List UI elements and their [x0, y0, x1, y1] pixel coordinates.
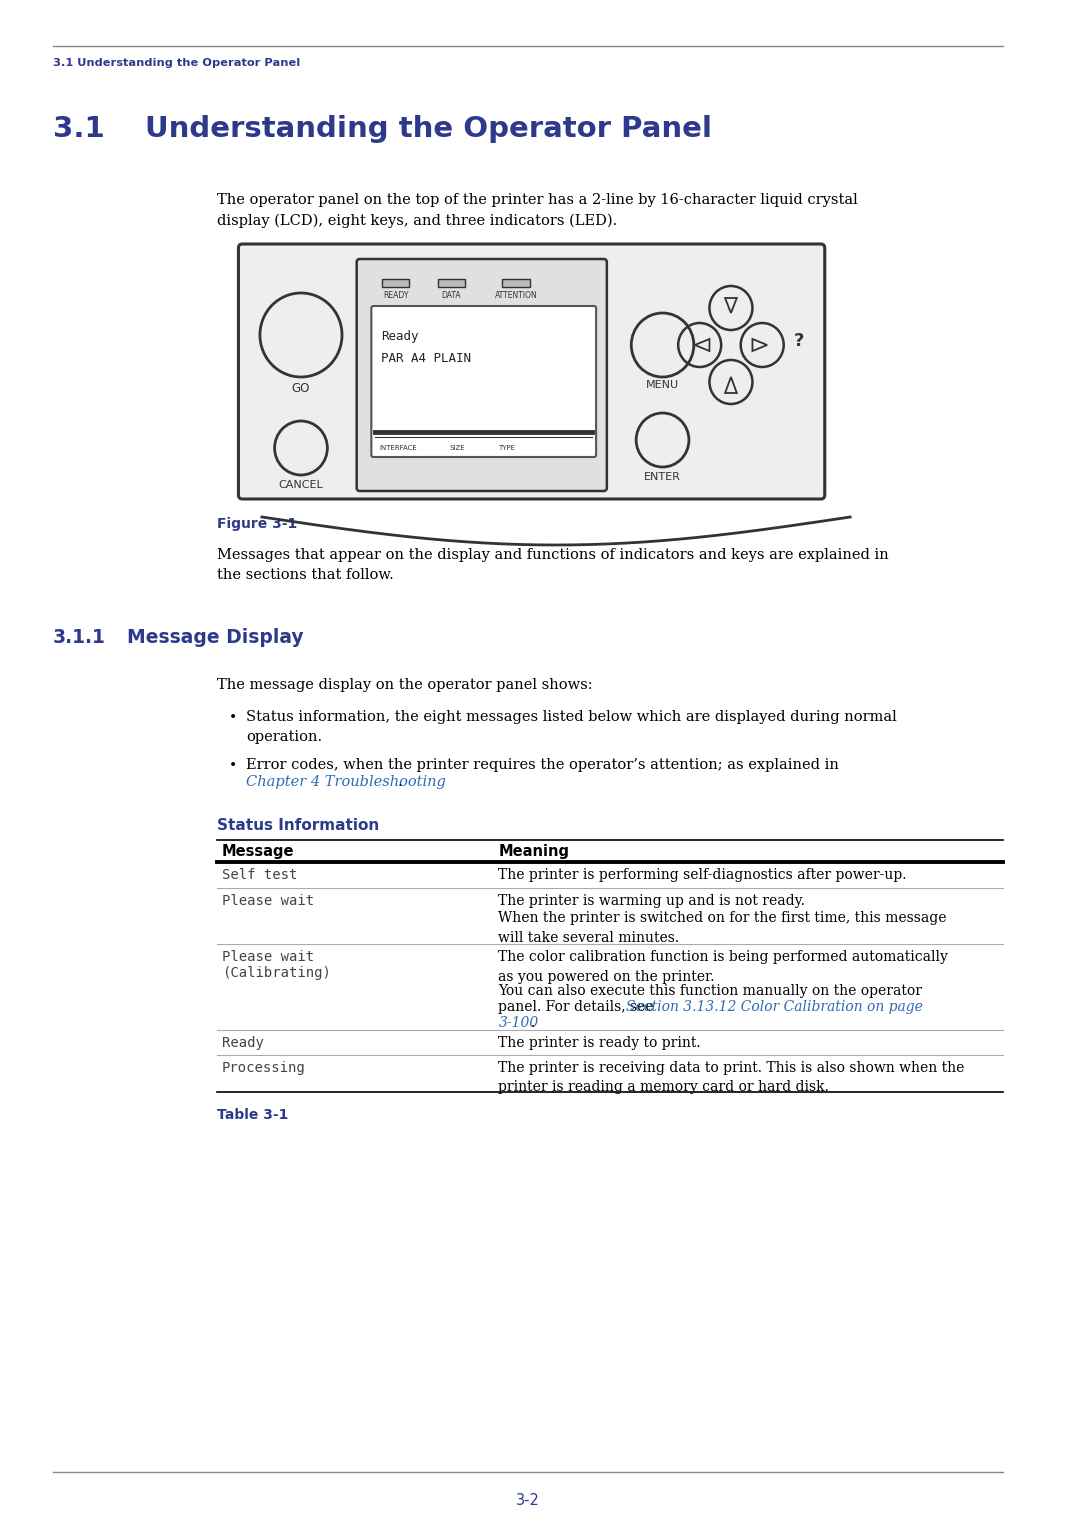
Text: Figure 3-1: Figure 3-1 — [217, 516, 297, 532]
Text: Messages that appear on the display and functions of indicators and keys are exp: Messages that appear on the display and … — [217, 549, 889, 582]
Text: ATTENTION: ATTENTION — [495, 290, 538, 299]
Text: TYPE: TYPE — [498, 445, 515, 451]
Text: 3-100: 3-100 — [498, 1016, 539, 1030]
FancyBboxPatch shape — [372, 306, 596, 457]
Text: Ready: Ready — [381, 330, 419, 342]
Text: Status Information: Status Information — [217, 817, 379, 833]
Text: Message: Message — [221, 843, 295, 859]
Text: Error codes, when the printer requires the operator’s attention; as explained in: Error codes, when the printer requires t… — [246, 758, 839, 772]
Text: Message Display: Message Display — [127, 628, 303, 646]
Text: SIZE: SIZE — [449, 445, 465, 451]
Text: Processing: Processing — [221, 1060, 306, 1076]
Text: MENU: MENU — [646, 380, 679, 390]
Text: CANCEL: CANCEL — [279, 480, 323, 490]
Text: •: • — [229, 758, 237, 772]
Text: The message display on the operator panel shows:: The message display on the operator pane… — [217, 678, 593, 692]
Text: GO: GO — [292, 382, 310, 396]
Text: Please wait: Please wait — [221, 950, 314, 964]
Text: Chapter 4 Troubleshooting: Chapter 4 Troubleshooting — [246, 775, 446, 788]
Text: 3.1 Understanding the Operator Panel: 3.1 Understanding the Operator Panel — [53, 58, 300, 69]
Text: ENTER: ENTER — [644, 472, 681, 481]
FancyBboxPatch shape — [356, 260, 607, 490]
Text: 3-2: 3-2 — [516, 1493, 540, 1508]
Text: INTERFACE: INTERFACE — [379, 445, 417, 451]
Text: panel. For details, see: panel. For details, see — [498, 999, 659, 1015]
Text: ?: ? — [794, 332, 804, 350]
Text: DATA: DATA — [442, 290, 461, 299]
Text: The operator panel on the top of the printer has a 2-line by 16-character liquid: The operator panel on the top of the pri… — [217, 193, 858, 228]
Text: (Calibrating): (Calibrating) — [221, 966, 330, 979]
Text: •: • — [229, 711, 237, 724]
Text: The printer is warming up and is not ready.: The printer is warming up and is not rea… — [498, 894, 806, 908]
Bar — [502, 280, 529, 287]
Text: The printer is performing self-diagnostics after power-up.: The printer is performing self-diagnosti… — [498, 868, 907, 882]
Bar — [382, 280, 409, 287]
Text: Status information, the eight messages listed below which are displayed during n: Status information, the eight messages l… — [246, 711, 897, 744]
Text: 3.1.1: 3.1.1 — [53, 628, 106, 646]
Text: You can also execute this function manually on the operator: You can also execute this function manua… — [498, 984, 922, 998]
Text: Section 3.13.12 Color Calibration on page: Section 3.13.12 Color Calibration on pag… — [626, 999, 923, 1015]
Text: The color calibration function is being performed automatically
as you powered o: The color calibration function is being … — [498, 950, 948, 984]
Text: When the printer is switched on for the first time, this message
will take sever: When the printer is switched on for the … — [498, 911, 947, 944]
Text: 3.1: 3.1 — [53, 115, 105, 144]
Bar — [437, 280, 465, 287]
Text: .: . — [397, 775, 403, 788]
Text: .: . — [530, 1016, 535, 1030]
Text: Table 3-1: Table 3-1 — [217, 1108, 288, 1122]
Text: READY: READY — [383, 290, 408, 299]
Text: Meaning: Meaning — [498, 843, 569, 859]
Text: Please wait: Please wait — [221, 894, 314, 908]
Text: Self test: Self test — [221, 868, 297, 882]
FancyBboxPatch shape — [239, 244, 825, 500]
Text: The printer is receiving data to print. This is also shown when the
printer is r: The printer is receiving data to print. … — [498, 1060, 964, 1094]
Text: Understanding the Operator Panel: Understanding the Operator Panel — [145, 115, 712, 144]
Text: The printer is ready to print.: The printer is ready to print. — [498, 1036, 701, 1050]
Text: PAR A4 PLAIN: PAR A4 PLAIN — [381, 351, 471, 365]
Text: Ready: Ready — [221, 1036, 264, 1050]
